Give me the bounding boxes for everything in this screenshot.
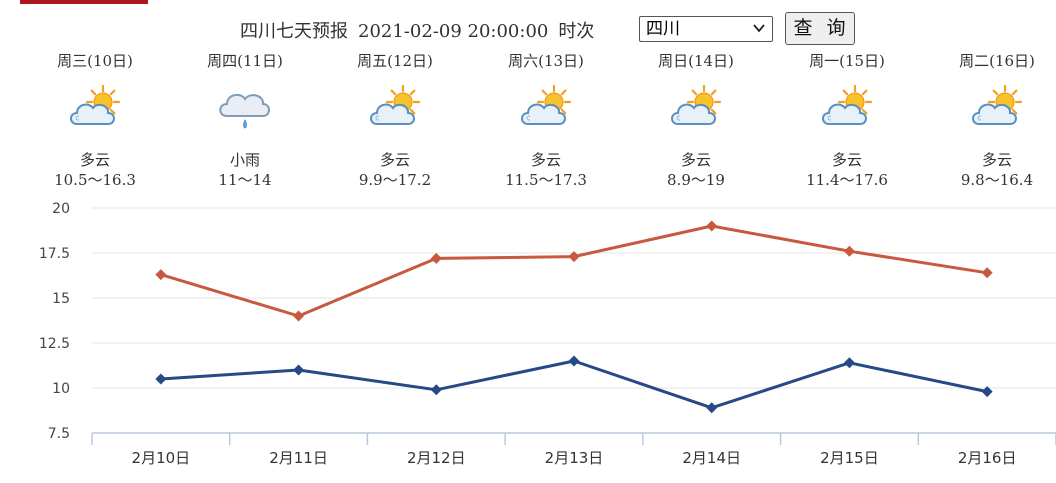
x-tick-label: 2月15日 <box>820 449 879 467</box>
y-tick-label: 10 <box>52 381 70 397</box>
header: 四川七天预报 2021-02-09 20:00:00 时次 四川 查 询 <box>0 12 1056 46</box>
low-temp-point[interactable] <box>430 384 442 396</box>
day-label: 周四(11日) <box>207 52 283 70</box>
high-temp-point[interactable] <box>843 245 855 257</box>
low-temp-point[interactable] <box>155 373 167 385</box>
low-temp-point[interactable] <box>293 364 305 376</box>
day-temp-range: 8.9～19 <box>667 171 725 189</box>
day-label: 周一(15日) <box>809 52 885 70</box>
region-select-value: 四川 <box>646 19 680 39</box>
low-temp-point[interactable] <box>843 357 855 369</box>
high-temp-point[interactable] <box>430 252 442 264</box>
x-tick-label: 2月16日 <box>958 449 1017 467</box>
day-label: 周五(12日) <box>357 52 433 70</box>
y-tick-label: 12.5 <box>39 336 70 352</box>
chevron-down-icon <box>753 24 765 33</box>
low-temp-line <box>160 359 988 410</box>
day-label: 周三(10日) <box>57 52 133 70</box>
day-temp-range: 11.4～17.6 <box>806 171 888 189</box>
day-label: 周六(13日) <box>508 52 584 70</box>
high-temp-point[interactable] <box>568 251 580 263</box>
temperature-chart: 20 17.5 15 12.5 10 7.5 2月10日 2月11日 2月12日 2月13日 2月1… <box>39 201 1056 467</box>
forecast-day: 周六(13日) 多云 11.5～17.3 <box>486 50 606 190</box>
partly-cloudy-icon <box>671 84 722 125</box>
low-temp-point[interactable] <box>568 355 580 367</box>
x-tick-label: 2月10日 <box>132 449 191 467</box>
day-temp-range: 10.5～16.3 <box>54 171 136 189</box>
day-condition: 多云 <box>379 151 410 169</box>
query-button[interactable]: 查 询 <box>785 12 855 45</box>
y-tick-label: 15 <box>52 291 70 307</box>
partly-cloudy-icon <box>972 84 1023 125</box>
x-tick-label: 2月13日 <box>545 449 604 467</box>
x-tick-label: 2月11日 <box>269 449 328 467</box>
partly-cloudy-icon <box>370 84 421 125</box>
forecast-title: 四川七天预报 2021-02-09 20:00:00 时次 <box>240 17 594 43</box>
x-tick-label: 2月12日 <box>407 449 466 467</box>
day-temp-range: 11～14 <box>218 171 272 189</box>
forecast-day: 周二(16日) 多云 9.8～16.4 <box>937 50 1056 190</box>
high-temp-point[interactable] <box>155 269 167 281</box>
day-temp-range: 11.5～17.3 <box>505 171 587 189</box>
high-temp-point[interactable] <box>706 220 718 232</box>
partly-cloudy-icon <box>70 84 121 125</box>
y-tick-label: 20 <box>52 201 70 217</box>
x-tick-label: 2月14日 <box>682 449 741 467</box>
partly-cloudy-icon <box>822 84 873 125</box>
forecast-day: 周五(12日) 多云 9.9～17.2 <box>335 50 455 190</box>
day-label: 周二(16日) <box>959 52 1035 70</box>
region-select[interactable]: 四川 <box>639 16 773 42</box>
day-condition: 多云 <box>530 151 561 169</box>
title-suffix: 时次 <box>558 21 595 42</box>
day-temp-range: 9.8～16.4 <box>960 171 1034 189</box>
high-temp-point[interactable] <box>981 267 993 279</box>
forecast-day: 周日(14日) 多云 8.9～19 <box>636 50 756 190</box>
title-datetime: 2021-02-09 20:00:00 <box>358 21 549 42</box>
title-region: 四川七天预报 <box>240 21 348 42</box>
partly-cloudy-icon <box>521 84 572 125</box>
day-temp-range: 9.9～17.2 <box>358 171 432 189</box>
high-temp-line <box>160 224 988 318</box>
day-label: 周日(14日) <box>658 52 734 70</box>
forecast-day: 周三(10日) 多云 10.5～16.3 <box>35 50 155 190</box>
day-condition: 多云 <box>981 151 1012 169</box>
day-condition: 小雨 <box>229 151 260 169</box>
forecast-day: 周一(15日) 多云 11.4～17.6 <box>787 50 907 190</box>
low-temp-point[interactable] <box>706 402 718 414</box>
accent-bar <box>20 0 148 4</box>
day-condition: 多云 <box>79 151 110 169</box>
day-condition: 多云 <box>831 151 862 169</box>
y-tick-label: 17.5 <box>39 246 70 262</box>
high-temp-point[interactable] <box>293 310 305 322</box>
light-rain-icon <box>219 93 270 129</box>
day-condition: 多云 <box>680 151 711 169</box>
y-tick-label: 7.5 <box>48 426 70 442</box>
low-temp-point[interactable] <box>981 386 993 398</box>
forecast-day: 周四(11日) 小雨 11～14 <box>185 50 305 190</box>
